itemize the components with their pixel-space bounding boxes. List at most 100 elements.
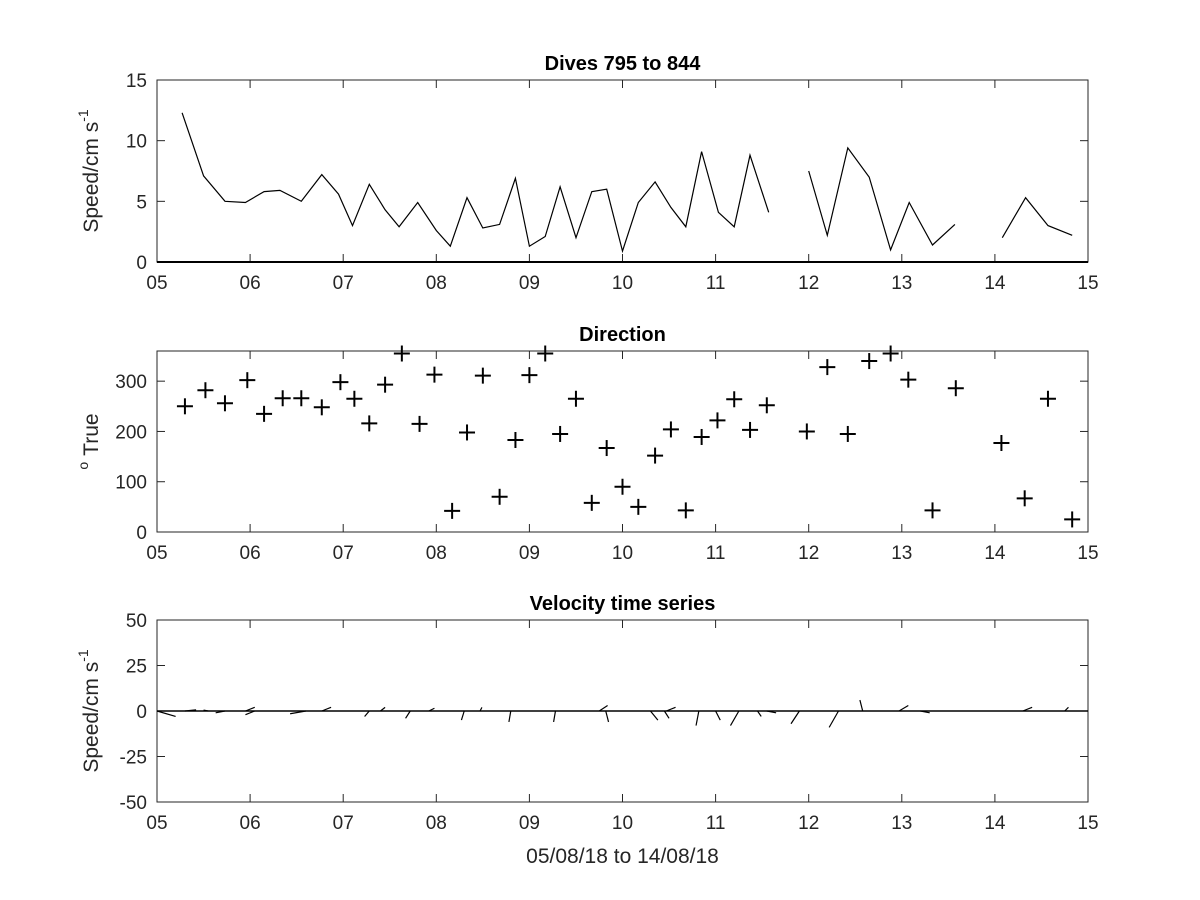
direction-point <box>1064 511 1081 528</box>
y-tick-label: -25 <box>120 748 147 769</box>
direction-point <box>947 380 964 397</box>
direction-point <box>839 425 856 442</box>
direction-point <box>677 502 694 519</box>
direction-point <box>726 391 743 408</box>
direction-point <box>709 412 726 429</box>
direction-point <box>216 395 233 412</box>
x-tick-label: 15 <box>1077 543 1098 564</box>
velocity-stick <box>598 705 608 712</box>
direction-point <box>537 345 554 362</box>
direction-point <box>924 502 941 519</box>
x-tick-label: 06 <box>240 543 261 564</box>
direction-point <box>377 376 394 393</box>
direction-point <box>693 428 710 445</box>
velocity-stick <box>215 710 226 714</box>
x-tick-label: 11 <box>706 813 726 834</box>
direction-point <box>598 440 615 457</box>
direction-point <box>474 367 491 384</box>
velocity-stick <box>245 706 255 712</box>
velocity-stick <box>203 709 209 712</box>
x-tick-label: 09 <box>519 813 540 834</box>
direction-point <box>361 415 378 432</box>
velocity-stick <box>649 710 659 721</box>
x-axis-label: 05/08/18 to 14/08/18 <box>526 845 719 868</box>
direction-point <box>900 371 917 388</box>
direction-point <box>491 488 508 505</box>
x-tick-label: 08 <box>426 813 447 834</box>
y-tick-label: 10 <box>126 132 147 153</box>
velocity-stick <box>666 706 676 712</box>
direction-point <box>274 390 291 407</box>
chart-title: Dives 795 to 844 <box>545 53 702 75</box>
velocity-stick <box>156 710 176 718</box>
x-tick-label: 14 <box>984 813 1006 834</box>
velocity-stick <box>479 707 483 712</box>
y-tick-label: 100 <box>115 473 147 494</box>
velocity-stick <box>364 710 370 717</box>
direction-point <box>521 367 538 384</box>
x-tick-label: 15 <box>1077 813 1098 834</box>
direction-point <box>1039 390 1056 407</box>
y-tick-label: 5 <box>136 192 147 213</box>
x-tick-label: 13 <box>891 813 912 834</box>
x-tick-label: 11 <box>706 273 726 294</box>
x-tick-label: 10 <box>612 273 633 294</box>
chart-title: Velocity time series <box>530 593 716 615</box>
x-tick-label: 06 <box>240 813 261 834</box>
velocity-stick <box>715 710 721 721</box>
direction-point <box>552 425 569 442</box>
direction-point <box>758 397 775 414</box>
velocity-stick <box>245 710 255 716</box>
velocity-stick <box>290 710 307 715</box>
velocity-stick <box>695 710 700 726</box>
direction-point <box>426 366 443 383</box>
direction-point <box>393 345 410 362</box>
direction-point <box>444 502 461 519</box>
x-tick-label: 09 <box>519 273 540 294</box>
x-tick-label: 11 <box>706 543 726 564</box>
axes-box <box>156 79 1089 263</box>
direction-point <box>239 372 256 389</box>
velocity-stick <box>859 699 864 712</box>
velocity-stick <box>605 710 610 723</box>
x-tick-label: 12 <box>798 813 819 834</box>
x-tick-label: 12 <box>798 543 819 564</box>
x-tick-label: 08 <box>426 543 447 564</box>
velocity-stick <box>828 710 840 728</box>
velocity-stick <box>380 706 386 712</box>
x-tick-label: 05 <box>146 813 167 834</box>
x-tick-label: 09 <box>519 543 540 564</box>
direction-point <box>1016 490 1033 507</box>
y-tick-label: 0 <box>136 253 147 274</box>
x-tick-label: 13 <box>891 273 912 294</box>
velocity-stick <box>1022 706 1033 712</box>
y-axis-label-sup: -1 <box>75 649 91 662</box>
y-tick-label: 0 <box>136 702 147 723</box>
direction-point <box>256 405 273 422</box>
x-tick-label: 06 <box>240 273 261 294</box>
panel-2: 05 06 07 08 09 10 11 12 13 14 15 0 100 200 300 Directio… <box>75 324 1099 564</box>
direction-point <box>614 478 631 495</box>
x-tick-label: 07 <box>333 813 354 834</box>
y-tick-label: -50 <box>120 793 147 814</box>
x-tick-label: 10 <box>612 813 633 834</box>
velocity-stick <box>460 710 465 721</box>
y-tick-label: 300 <box>115 372 147 393</box>
y-axis-label-main: Speed/cm s <box>80 122 103 233</box>
direction-point <box>197 382 214 399</box>
direction-point <box>742 421 759 438</box>
y-tick-label: 50 <box>126 611 147 632</box>
velocity-stick <box>920 710 930 714</box>
direction-point <box>662 421 679 438</box>
direction-point <box>630 498 647 515</box>
x-tick-label: 07 <box>333 543 354 564</box>
y-tick-label: 15 <box>126 71 147 92</box>
axes-box <box>156 350 1089 533</box>
panel-3: 05 06 07 08 09 10 11 12 13 14 15 -50 -25 0 25 50 Velocit… <box>75 593 1099 868</box>
y-tick-label: 200 <box>115 422 147 443</box>
y-tick-label: 25 <box>126 657 147 678</box>
x-tick-label: 10 <box>612 543 633 564</box>
y-axis-label: Speed/cm s-1 <box>75 649 103 773</box>
direction-point <box>332 374 349 391</box>
